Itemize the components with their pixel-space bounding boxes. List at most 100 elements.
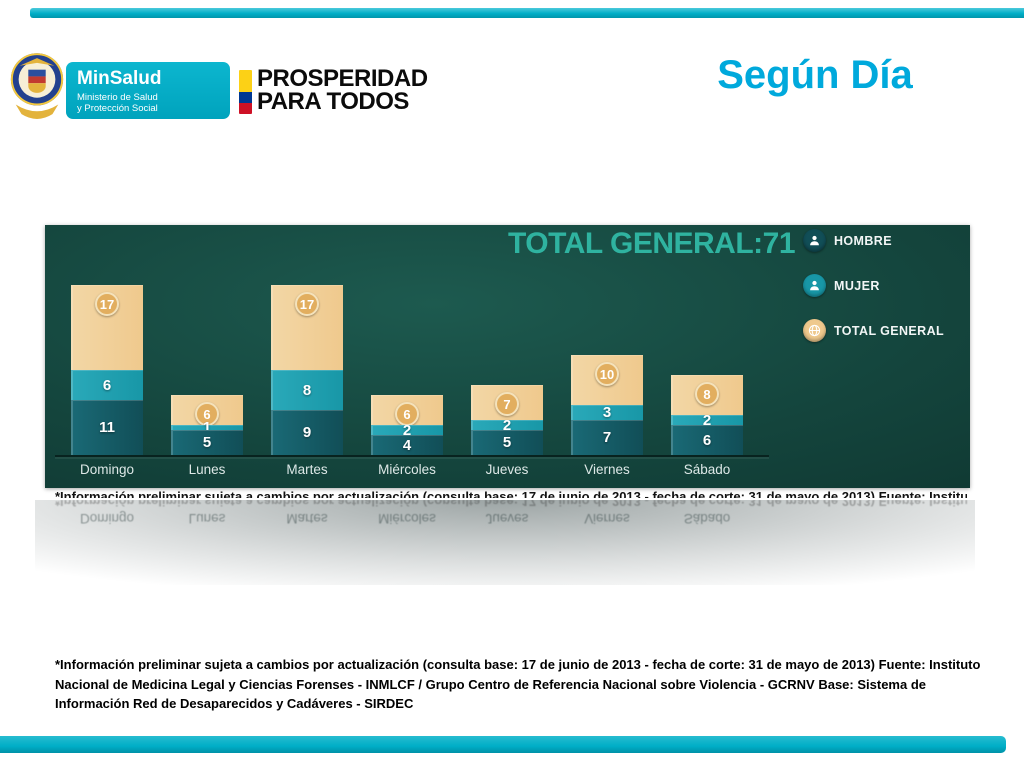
hombre-value-label: 7 (602, 429, 612, 446)
segment-hombre: 6 (671, 425, 743, 455)
hombre-person-icon (803, 229, 826, 252)
footnote-text: *Información preliminar sujeta a cambios… (55, 657, 981, 711)
stacked-bar: 8 2 6 (671, 375, 743, 455)
legend-label-mujer: MUJER (834, 278, 880, 293)
segment-hombre: 4 (371, 435, 443, 455)
clipped-source-caption: *Información preliminar sujeta a cambios… (55, 489, 967, 498)
segment-total-general: 17 (271, 285, 343, 370)
hombre-value-label: 4 (402, 436, 412, 454)
hombre-value-label: 9 (302, 424, 312, 441)
legend-label-total-general: TOTAL GENERAL (834, 323, 945, 338)
total-value-badge: 6 (195, 402, 219, 426)
mujer-value-label: 6 (102, 376, 112, 394)
x-axis-label-domingo: Domingo (79, 511, 135, 526)
bar-viernes: 10 3 7 (557, 225, 657, 455)
segment-total-general: 6 (171, 395, 243, 426)
x-axis-label-sabado: Sábado (683, 511, 731, 526)
mujer-value-label: 8 (302, 381, 312, 399)
minsalud-subtitle-line1: Ministerio de Salud (77, 92, 158, 103)
hombre-value-label: 5 (202, 434, 212, 451)
x-axis-line (55, 455, 769, 457)
segment-hombre: 11 (71, 400, 143, 455)
chart-title: TOTAL GENERAL:71 (508, 227, 796, 260)
mujer-person-icon (803, 274, 826, 297)
prosperidad-line1: PROSPERIDAD (257, 65, 428, 92)
bottom-accent-bar (0, 736, 1006, 753)
bar-sabado: 8 2 6 (657, 225, 757, 455)
segment-mujer: 1 (171, 420, 243, 435)
hombre-value-label: 6 (702, 431, 712, 449)
mujer-value-label: 2 (402, 421, 412, 439)
x-axis-label-lunes: Lunes (188, 511, 226, 526)
x-axis-label-viernes: Viernes (584, 511, 630, 526)
segment-total-general: 8 (671, 375, 743, 415)
segment-hombre: 7 (571, 420, 643, 455)
hombre-value-label: 5 (502, 434, 512, 451)
colombia-coat-of-arms-icon (8, 50, 66, 128)
globe-icon (803, 319, 826, 342)
x-axis-label-jueves: Jueves (485, 462, 529, 477)
x-axis-label-viernes: Viernes (584, 462, 630, 477)
prosperidad-para-todos-logo: PROSPERIDAD PARA TODOS (257, 65, 428, 115)
prosperidad-line2: PARA TODOS (257, 88, 409, 115)
x-axis-label-martes: Martes (286, 462, 328, 477)
x-axis-label-miercoles: Miércoles (378, 511, 436, 526)
total-value-badge: 10 (595, 362, 619, 386)
segment-mujer: 2 (371, 421, 443, 439)
x-axis-label-jueves: Jueves (485, 511, 529, 526)
legend-item-mujer: MUJER (803, 274, 944, 297)
x-axis-label-lunes: Lunes (188, 462, 226, 477)
colombia-flag-icon (239, 70, 252, 114)
minsalud-subtitle-line2: y Protección Social (77, 103, 158, 114)
segment-total-general: 17 (71, 285, 143, 370)
legend-label-hombre: HOMBRE (834, 233, 892, 248)
x-axis-label-miercoles: Miércoles (378, 462, 436, 477)
segment-mujer: 6 (71, 370, 143, 400)
reflected-caption: *Información preliminar sujeta a cambios… (55, 500, 967, 509)
x-axis-label-domingo: Domingo (79, 462, 135, 477)
segment-mujer: 2 (471, 416, 543, 434)
chart-panel: TOTAL GENERAL:71 HOMBRE MUJER TOTAL GENE… (45, 225, 970, 488)
total-value-badge: 17 (95, 292, 119, 316)
bar-domingo: 17 6 11 (57, 225, 157, 455)
segment-total-general: 7 (471, 385, 543, 420)
mujer-value-label: 2 (702, 411, 712, 429)
x-axis-labels-row: Domingo Lunes Martes Miércoles Jueves Viernes… (57, 462, 769, 477)
hombre-value-label: 11 (99, 419, 115, 436)
slide-title: Según Día (717, 53, 913, 97)
segment-total-general: 10 (571, 355, 643, 405)
total-value-badge: 8 (695, 382, 719, 406)
panel-reflection: *Información preliminar sujeta a cambios… (35, 500, 975, 585)
segment-hombre: 9 (271, 410, 343, 455)
mujer-value-label: 2 (502, 416, 512, 434)
total-value-badge: 17 (295, 292, 319, 316)
bar-plot-area: 17 6 11 6 1 5 17 8 9 6 2 4 7 2 5 10 3 7 8 2 6 (57, 225, 769, 455)
x-axis-label-martes: Martes (286, 511, 328, 526)
legend-item-total-general: TOTAL GENERAL (803, 319, 944, 342)
segment-hombre: 5 (471, 430, 543, 455)
mujer-value-label: 3 (602, 404, 612, 421)
segment-mujer: 8 (271, 370, 343, 410)
segment-mujer: 2 (671, 411, 743, 429)
top-accent-bar (30, 8, 1024, 18)
stacked-bar: 17 8 9 (271, 285, 343, 455)
minsalud-logo-name: MinSalud (77, 68, 162, 89)
segment-hombre: 5 (171, 430, 243, 455)
stacked-bar: 10 3 7 (571, 355, 643, 455)
legend-item-hombre: HOMBRE (803, 229, 944, 252)
bar-martes: 17 8 9 (257, 225, 357, 455)
stacked-bar: 17 6 11 (71, 285, 143, 455)
segment-total-general: 6 (371, 395, 443, 426)
segment-mujer: 3 (571, 405, 643, 420)
reflected-x-axis-labels: Domingo Lunes Martes Miércoles Jueves Viernes… (57, 511, 769, 526)
mujer-value-label: 1 (202, 419, 212, 436)
x-axis-label-sabado: Sábado (683, 462, 731, 477)
total-value-badge: 6 (395, 402, 419, 426)
chart-legend: HOMBRE MUJER TOTAL GENERAL (803, 229, 944, 342)
